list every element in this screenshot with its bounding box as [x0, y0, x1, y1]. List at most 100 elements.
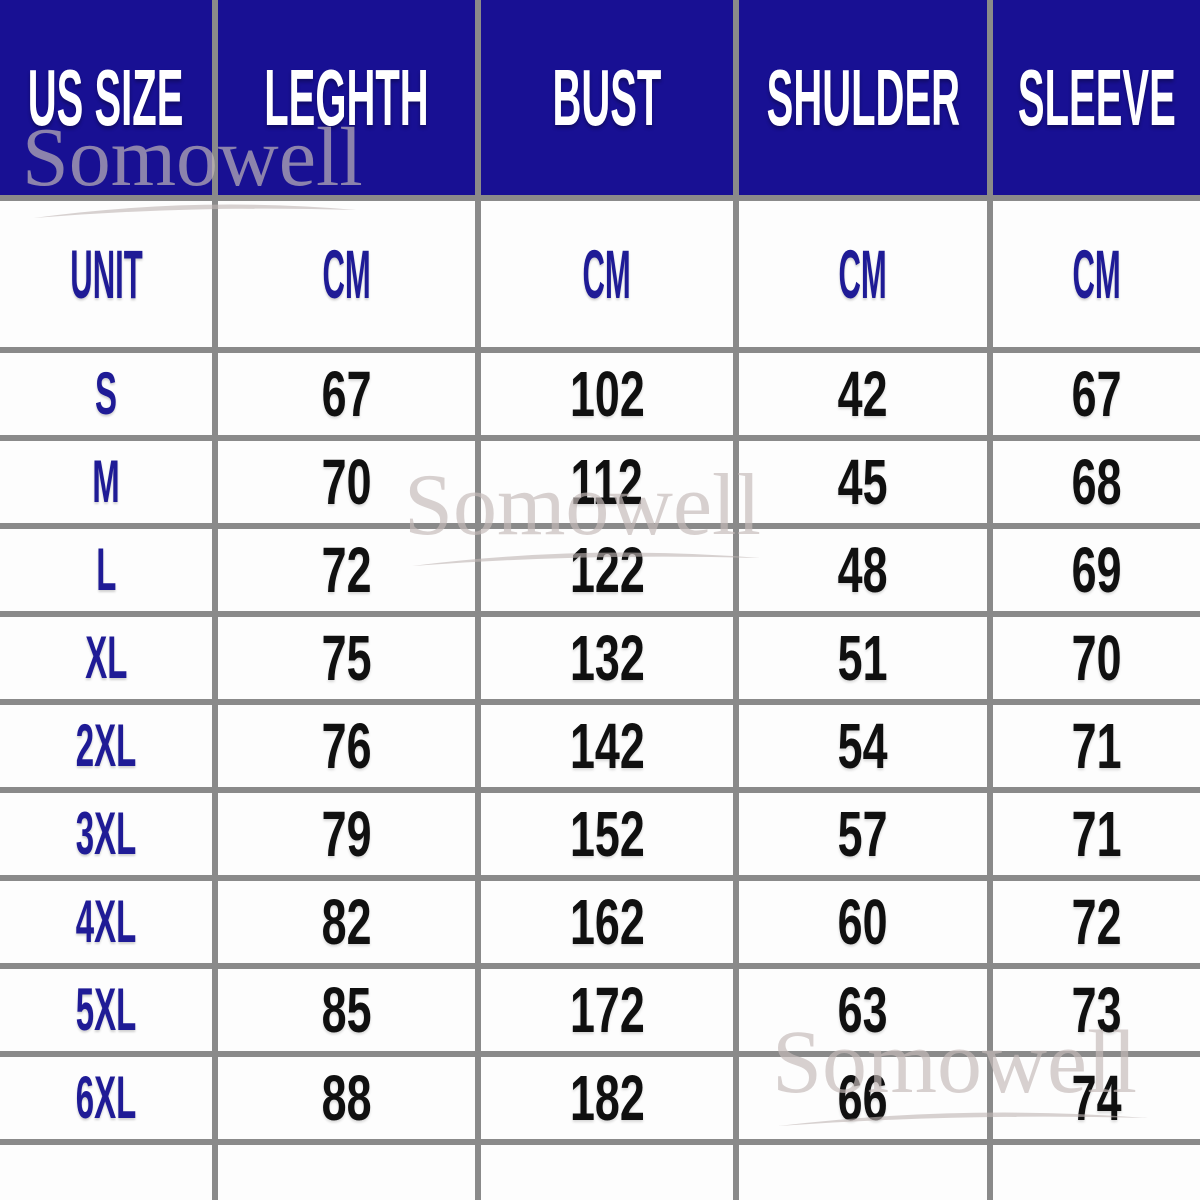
value-cell-6xl-leghth: 88	[218, 1057, 475, 1139]
value-2xl-bust: 142	[569, 710, 645, 782]
value-l-sleeve: 69	[1071, 534, 1122, 606]
value-cell-3xl-sleeve: 71	[993, 793, 1200, 875]
value-cell-4xl-sleeve: 72	[993, 881, 1200, 963]
value-cell-3xl-bust: 152	[481, 793, 733, 875]
value-cell-xl-bust: 132	[481, 617, 733, 699]
value-xl-sleeve: 70	[1071, 622, 1122, 694]
header-cell-shulder: SHULDER	[739, 0, 987, 195]
value-cell-xl-leghth: 75	[218, 617, 475, 699]
value-cell-5xl-sleeve: 73	[993, 969, 1200, 1051]
size-cell-4xl: 4XL	[0, 881, 212, 963]
header-cell-leghth: LEGHTH	[218, 0, 475, 195]
header-cell-sleeve: SLEEVE	[993, 0, 1200, 195]
value-m-shulder: 45	[838, 446, 888, 518]
value-cell-l-sleeve: 69	[993, 529, 1200, 611]
unit-cell-sleeve: CM	[993, 201, 1200, 347]
unit-leghth: CM	[322, 235, 371, 313]
value-cell-6xl-bust: 182	[481, 1057, 733, 1139]
unit-sleeve: CM	[1072, 235, 1121, 313]
value-3xl-shulder: 57	[838, 798, 888, 870]
value-5xl-leghth: 85	[321, 974, 372, 1046]
value-cell-s-shulder: 42	[739, 353, 987, 435]
header-cell-bust: BUST	[481, 0, 733, 195]
size-label-l: L	[95, 536, 117, 603]
value-m-sleeve: 68	[1071, 446, 1122, 518]
size-cell-l: L	[0, 529, 212, 611]
value-l-leghth: 72	[321, 534, 372, 606]
header-bust-label: BUST	[552, 52, 662, 142]
size-label-4xl: 4XL	[75, 888, 137, 955]
unit-cell-bust: CM	[481, 201, 733, 347]
value-s-leghth: 67	[321, 358, 372, 430]
unit-cell-leghth: CM	[218, 201, 475, 347]
value-cell-l-bust: 122	[481, 529, 733, 611]
value-3xl-leghth: 79	[321, 798, 372, 870]
value-xl-leghth: 75	[321, 622, 372, 694]
value-4xl-shulder: 60	[838, 886, 888, 958]
value-2xl-leghth: 76	[321, 710, 372, 782]
value-cell-m-leghth: 70	[218, 441, 475, 523]
header-shulder-label: SHULDER	[766, 52, 960, 142]
size-label-xl: XL	[84, 624, 128, 691]
value-cell-xl-sleeve: 70	[993, 617, 1200, 699]
value-cell-4xl-leghth: 82	[218, 881, 475, 963]
value-4xl-sleeve: 72	[1071, 886, 1122, 958]
value-6xl-leghth: 88	[321, 1062, 372, 1134]
size-cell-m: M	[0, 441, 212, 523]
value-3xl-bust: 152	[569, 798, 645, 870]
header-cell-us-size: US SIZE	[0, 0, 212, 195]
value-cell-l-leghth: 72	[218, 529, 475, 611]
value-3xl-sleeve: 71	[1071, 798, 1122, 870]
value-4xl-leghth: 82	[321, 886, 372, 958]
value-6xl-sleeve: 74	[1071, 1062, 1122, 1134]
size-label-s: S	[94, 360, 118, 427]
header-us-size-label: US SIZE	[28, 52, 184, 142]
value-5xl-bust: 172	[569, 974, 645, 1046]
value-cell-xl-shulder: 51	[739, 617, 987, 699]
size-label-6xl: 6XL	[75, 1064, 137, 1131]
value-cell-6xl-shulder: 66	[739, 1057, 987, 1139]
value-l-shulder: 48	[838, 534, 888, 606]
value-xl-shulder: 51	[838, 622, 888, 694]
value-cell-5xl-shulder: 63	[739, 969, 987, 1051]
empty-cell	[481, 1145, 733, 1200]
value-4xl-bust: 162	[569, 886, 645, 958]
value-cell-5xl-bust: 172	[481, 969, 733, 1051]
size-cell-5xl: 5XL	[0, 969, 212, 1051]
header-leghth-label: LEGHTH	[264, 52, 429, 142]
unit-cell-shulder: CM	[739, 201, 987, 347]
value-cell-m-sleeve: 68	[993, 441, 1200, 523]
unit-shulder: CM	[838, 235, 888, 313]
unit-cell-label: UNIT	[0, 201, 212, 347]
value-s-shulder: 42	[838, 358, 888, 430]
unit-label: UNIT	[69, 235, 143, 313]
value-cell-s-bust: 102	[481, 353, 733, 435]
value-2xl-shulder: 54	[838, 710, 888, 782]
header-sleeve-label: SLEEVE	[1017, 52, 1176, 142]
value-cell-m-shulder: 45	[739, 441, 987, 523]
size-label-3xl: 3XL	[75, 800, 137, 867]
value-cell-4xl-bust: 162	[481, 881, 733, 963]
value-cell-s-sleeve: 67	[993, 353, 1200, 435]
value-6xl-bust: 182	[569, 1062, 645, 1134]
empty-cell	[739, 1145, 987, 1200]
empty-cell	[993, 1145, 1200, 1200]
value-cell-4xl-shulder: 60	[739, 881, 987, 963]
value-6xl-shulder: 66	[838, 1062, 888, 1134]
value-m-leghth: 70	[321, 446, 372, 518]
size-cell-3xl: 3XL	[0, 793, 212, 875]
value-cell-3xl-leghth: 79	[218, 793, 475, 875]
value-cell-2xl-leghth: 76	[218, 705, 475, 787]
size-cell-6xl: 6XL	[0, 1057, 212, 1139]
empty-cell	[0, 1145, 212, 1200]
value-s-bust: 102	[569, 358, 645, 430]
size-label-m: M	[92, 448, 120, 515]
empty-cell	[218, 1145, 475, 1200]
value-cell-2xl-shulder: 54	[739, 705, 987, 787]
value-cell-m-bust: 112	[481, 441, 733, 523]
size-cell-s: S	[0, 353, 212, 435]
size-label-2xl: 2XL	[75, 712, 137, 779]
value-cell-6xl-sleeve: 74	[993, 1057, 1200, 1139]
value-s-sleeve: 67	[1071, 358, 1122, 430]
